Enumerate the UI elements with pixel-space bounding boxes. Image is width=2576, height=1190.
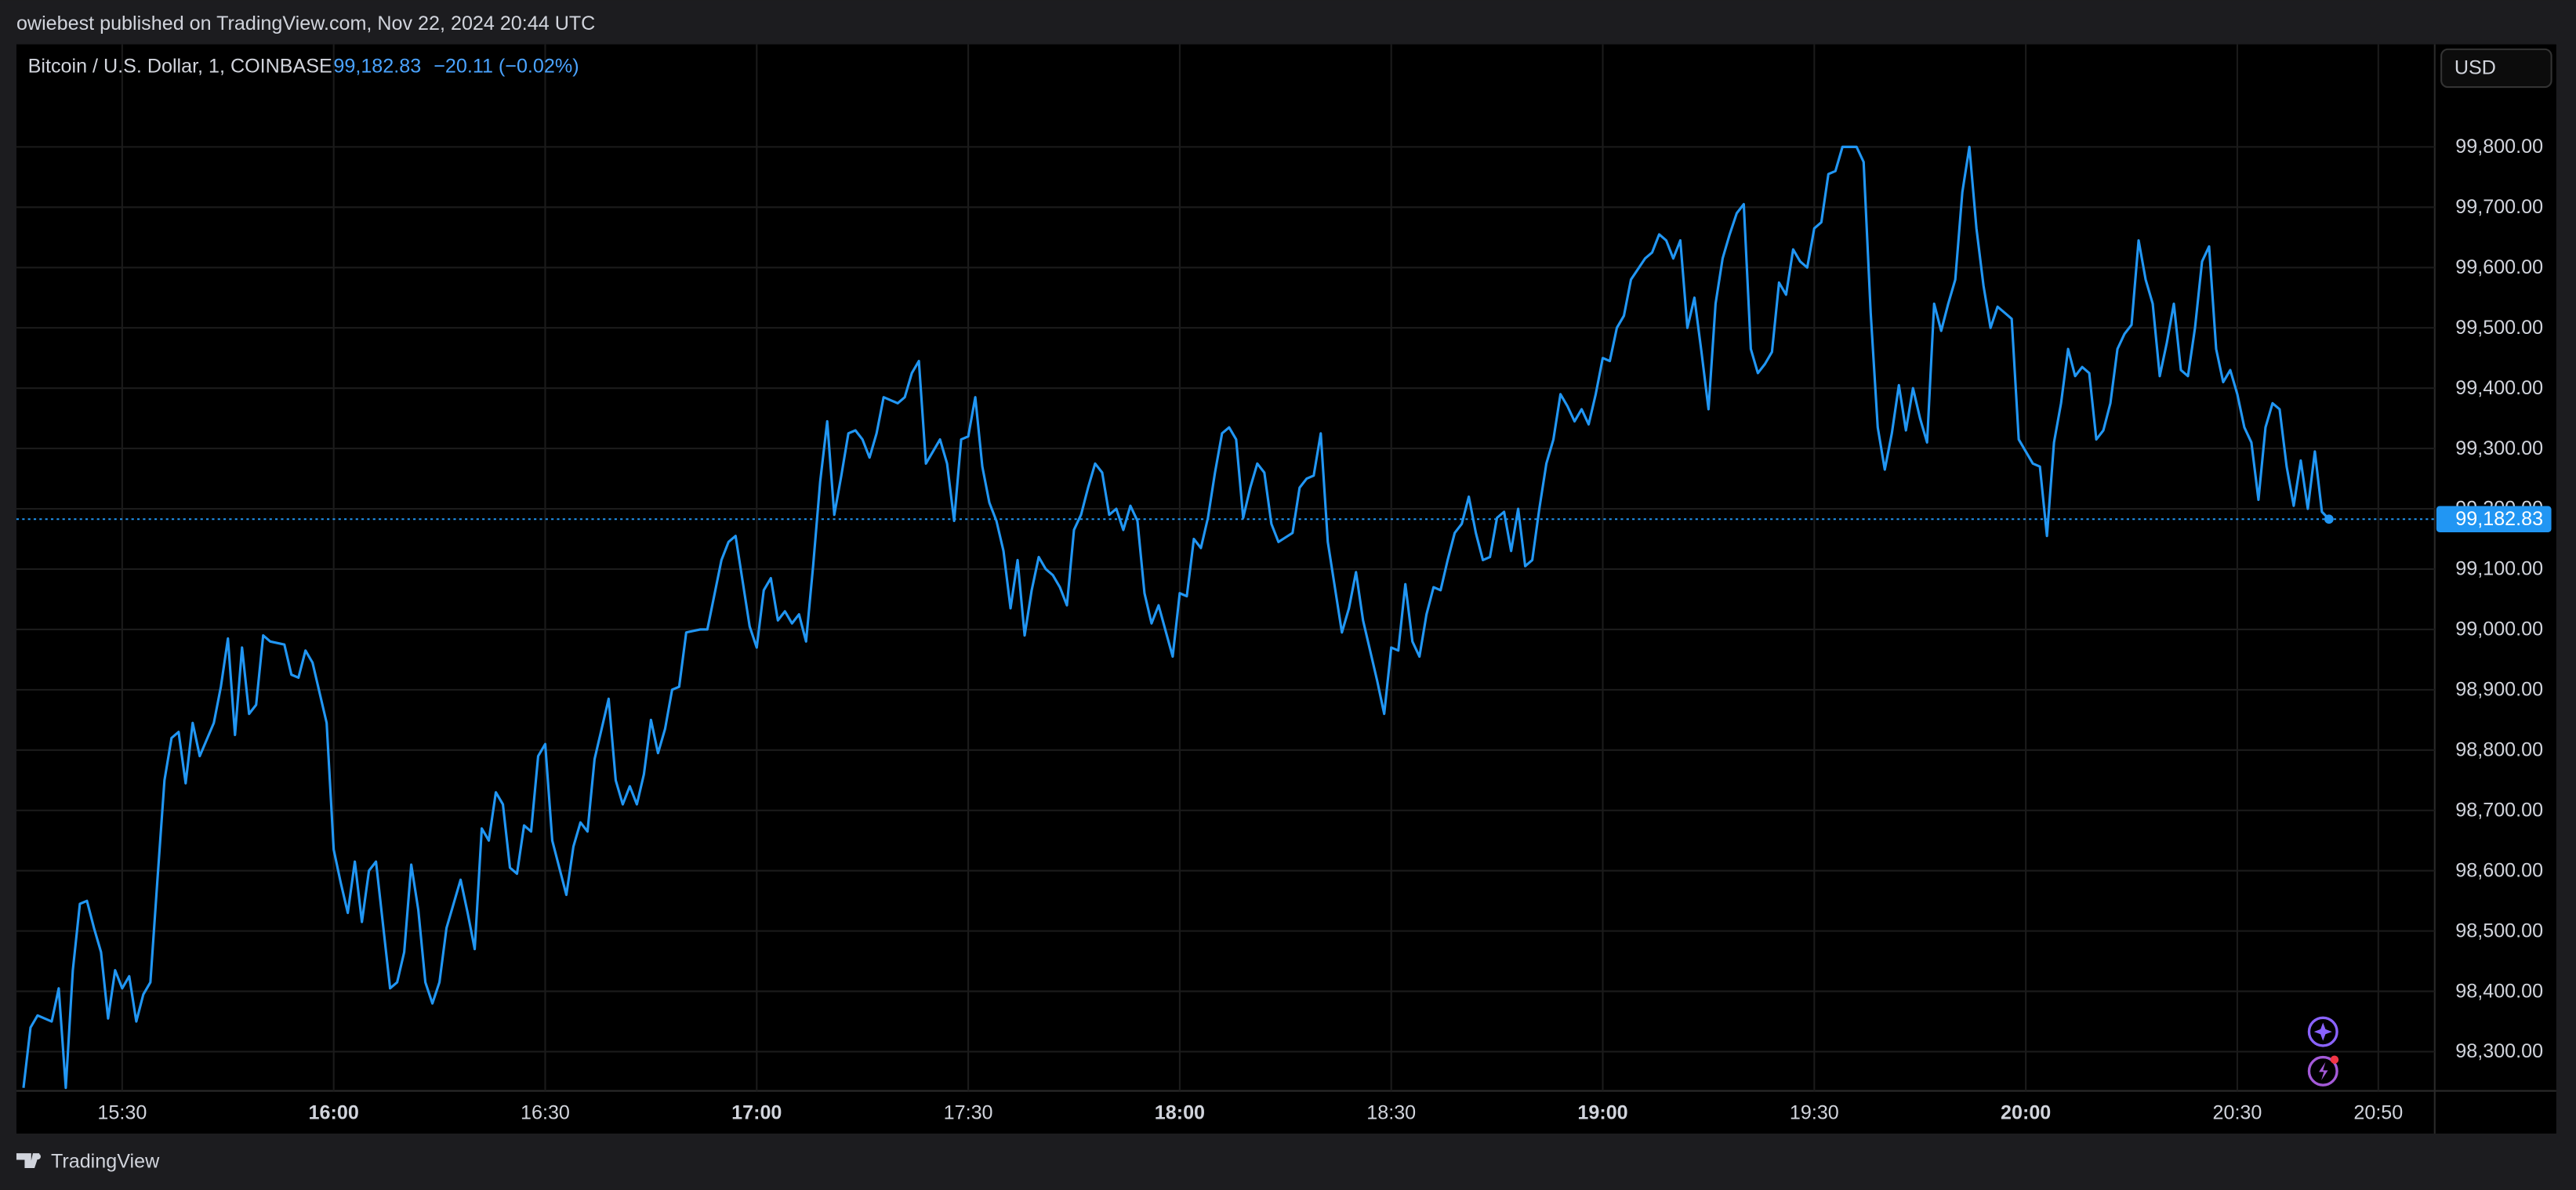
- last-price: 99,182.83: [333, 56, 421, 78]
- assistant-icon[interactable]: [2307, 1016, 2338, 1047]
- x-tick-label: 17:00: [731, 1102, 782, 1124]
- chart-frame: [16, 44, 2556, 1134]
- x-tick-label: 16:30: [521, 1102, 570, 1124]
- alert-badge: [2330, 1055, 2339, 1064]
- x-tick-label: 16:00: [309, 1102, 359, 1124]
- alert-bolt: [2319, 1061, 2328, 1080]
- symbol-title: Bitcoin / U.S. Dollar, 1, COINBASE: [28, 56, 332, 78]
- currency-button[interactable]: [2440, 48, 2552, 89]
- y-tick-label: 99,400.00: [2455, 377, 2543, 399]
- logo-dot: [34, 1153, 41, 1160]
- x-tick-label: 18:30: [1366, 1102, 1416, 1124]
- x-tick-label: 20:00: [2001, 1102, 2051, 1124]
- last-price-dot: [2324, 514, 2334, 524]
- y-tick-label: 99,600.00: [2455, 256, 2543, 278]
- alert-icon[interactable]: [2307, 1055, 2338, 1087]
- assistant-star: [2313, 1022, 2332, 1041]
- y-tick-label: 99,800.00: [2455, 136, 2543, 158]
- brand-logo: [16, 1153, 41, 1169]
- y-tick-label: 99,000.00: [2455, 619, 2543, 640]
- x-tick-label: 19:30: [1790, 1102, 1839, 1124]
- y-tick-label: 98,400.00: [2455, 980, 2543, 1002]
- brand-name: TradingView: [51, 1150, 160, 1172]
- published-note: owiebest published on TradingView.com, N…: [16, 13, 595, 34]
- y-tick-label: 98,900.00: [2455, 679, 2543, 701]
- y-tick-label: 99,300.00: [2455, 437, 2543, 459]
- y-tick-label: 98,600.00: [2455, 859, 2543, 881]
- price-change: −20.11 (−0.02%): [434, 56, 579, 78]
- x-tick-label: 20:50: [2353, 1102, 2403, 1124]
- x-tick-label: 18:00: [1155, 1102, 1205, 1124]
- logo-mark: [16, 1153, 40, 1169]
- y-tick-label: 98,800.00: [2455, 738, 2543, 760]
- y-tick-label: 98,300.00: [2455, 1040, 2543, 1062]
- x-tick-label: 19:00: [1577, 1102, 1627, 1124]
- x-tick-label: 20:30: [2213, 1102, 2262, 1124]
- price-line: [22, 145, 2331, 1090]
- currency-label[interactable]: USD: [2454, 57, 2496, 79]
- last-price-badge-label: 99,182.83: [2455, 508, 2543, 530]
- y-tick-label: 98,500.00: [2455, 920, 2543, 941]
- y-tick-label: 99,500.00: [2455, 317, 2543, 339]
- y-tick-label: 99,100.00: [2455, 558, 2543, 580]
- last-price-badge: [2436, 506, 2552, 533]
- y-tick-label: 98,700.00: [2455, 799, 2543, 821]
- y-tick-label: 99,700.00: [2455, 196, 2543, 218]
- x-tick-label: 15:30: [97, 1102, 147, 1124]
- x-tick-label: 17:30: [944, 1102, 993, 1124]
